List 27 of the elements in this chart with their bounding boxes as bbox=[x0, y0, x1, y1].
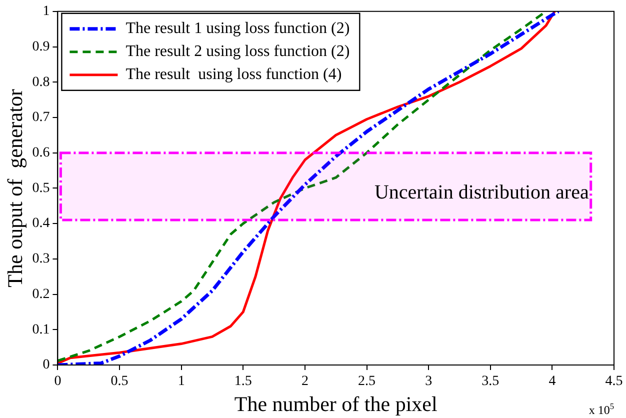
x-tick-label: 4.5 bbox=[605, 374, 623, 390]
x-tick-label: 4 bbox=[548, 374, 556, 390]
legend-label: The result 2 using loss function (2) bbox=[126, 43, 350, 60]
y-tick-label: 0.8 bbox=[32, 74, 50, 90]
x-axis-title: The number of the pixel bbox=[234, 392, 438, 416]
x-tick-label: 0 bbox=[54, 374, 62, 390]
y-tick-label: 0.3 bbox=[32, 252, 50, 267]
x-tick-label: 3.5 bbox=[482, 374, 500, 390]
y-tick-label: 0 bbox=[42, 358, 50, 373]
x-tick-label: 3 bbox=[425, 374, 432, 390]
y-axis-title: The ouput of generator bbox=[3, 89, 28, 288]
x-tick-label: 2.5 bbox=[358, 374, 376, 390]
y-tick-label: 0.9 bbox=[32, 39, 50, 54]
y-tick-label: 0.2 bbox=[32, 286, 50, 302]
legend-label: The result 1 using loss function (2) bbox=[126, 20, 350, 38]
y-tick-label: 0.6 bbox=[32, 146, 50, 161]
y-tick-label: 1 bbox=[42, 4, 50, 20]
y-tick-label: 0.4 bbox=[32, 216, 50, 232]
y-tick-label: 0.5 bbox=[32, 180, 50, 196]
x-tick-label: 0.5 bbox=[110, 374, 128, 390]
band-label: Uncertain distribution area bbox=[374, 181, 589, 204]
y-tick-label: 0.7 bbox=[32, 110, 50, 126]
legend-label: The result using loss function (4) bbox=[126, 66, 342, 84]
y-tick-label: 0.1 bbox=[32, 322, 50, 338]
x-tick-label: 1 bbox=[178, 374, 185, 390]
x-tick-label: 1.5 bbox=[234, 374, 252, 390]
x-tick-label: 2 bbox=[301, 374, 308, 390]
